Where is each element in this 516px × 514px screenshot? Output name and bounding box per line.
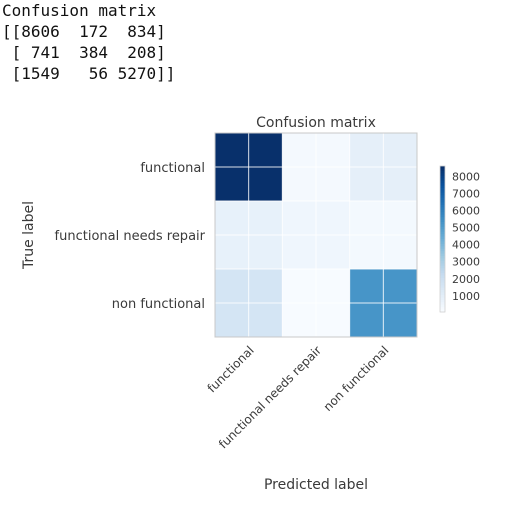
colorbar-segment xyxy=(440,226,445,230)
colorbar-segment xyxy=(440,260,445,264)
colorbar-segment xyxy=(440,290,445,294)
colorbar-segment xyxy=(440,173,445,177)
colorbar-segment xyxy=(440,234,445,238)
colorbar-segment xyxy=(440,175,445,179)
colorbar-tick-label: 1000 xyxy=(452,290,480,303)
colorbar-segment xyxy=(440,268,445,272)
colorbar: 1000 2000 3000 4000 5000 6000 7000 8000 xyxy=(439,165,480,313)
colorbar-tick-label: 4000 xyxy=(452,239,480,252)
chart-title: Confusion matrix xyxy=(256,115,376,131)
console-line-1: [[8606 172 834] xyxy=(2,22,166,41)
colorbar-segment xyxy=(440,178,445,182)
y-tick-label: functional xyxy=(140,161,205,176)
colorbar-segment xyxy=(440,251,445,255)
colorbar-segment xyxy=(440,236,445,240)
x-axis-label: Predicted label xyxy=(264,477,368,493)
colorbar-segment xyxy=(440,197,445,201)
colorbar-tick-label: 5000 xyxy=(452,222,480,235)
colorbar-segment xyxy=(440,297,445,301)
x-tick-label: non functional xyxy=(321,343,392,414)
colorbar-segment xyxy=(440,253,445,257)
colorbar-segment xyxy=(440,204,445,208)
heatmap-grid xyxy=(215,133,417,337)
colorbar-tick-label: 8000 xyxy=(452,170,480,183)
colorbar-segment xyxy=(440,280,445,284)
colorbar-segment xyxy=(440,285,445,289)
colorbar-segment xyxy=(440,214,445,218)
colorbar-segment xyxy=(440,263,445,267)
console-line-2: [ 741 384 208] xyxy=(2,43,166,62)
y-tick-label: functional needs repair xyxy=(55,229,206,244)
colorbar-segment xyxy=(440,229,445,233)
colorbar-segment xyxy=(440,258,445,262)
colorbar-segment xyxy=(440,307,445,311)
colorbar-segment xyxy=(440,270,445,274)
colorbar-segment xyxy=(440,207,445,211)
console-heading: Confusion matrix xyxy=(2,1,157,20)
colorbar-segment xyxy=(440,309,445,313)
colorbar-segment xyxy=(440,248,445,252)
colorbar-tick-label: 6000 xyxy=(452,205,480,218)
colorbar-segment xyxy=(440,190,445,194)
colorbar-segment xyxy=(440,221,445,225)
colorbar-segment xyxy=(440,212,445,216)
plot-frame xyxy=(214,132,418,338)
colorbar-segment xyxy=(440,224,445,228)
y-tick-label: non functional xyxy=(112,297,205,312)
colorbar-segment xyxy=(440,185,445,189)
colorbar-segment xyxy=(440,170,445,174)
colorbar-segment xyxy=(440,243,445,247)
colorbar-segment xyxy=(440,282,445,286)
colorbar-segment xyxy=(440,200,445,204)
colorbar-segment xyxy=(440,166,445,170)
colorbar-tick-label: 7000 xyxy=(452,187,480,200)
colorbar-segment xyxy=(440,304,445,308)
colorbar-tick-label: 3000 xyxy=(452,256,480,269)
colorbar-segment xyxy=(440,302,445,306)
colorbar-segment xyxy=(440,256,445,260)
colorbar-segment xyxy=(440,294,445,298)
colorbar-segment xyxy=(440,209,445,213)
colorbar-segment xyxy=(440,241,445,245)
colorbar-segment xyxy=(440,180,445,184)
y-axis-label: True label xyxy=(21,201,37,270)
colorbar-segment xyxy=(440,287,445,291)
colorbar-segment xyxy=(440,277,445,281)
colorbar-segment xyxy=(440,187,445,191)
colorbar-segment xyxy=(440,195,445,199)
colorbar-segment xyxy=(440,246,445,250)
colorbar-frame xyxy=(439,165,446,313)
console-output: Confusion matrix [[8606 172 834] [ 741 3… xyxy=(2,0,175,84)
colorbar-segment xyxy=(440,219,445,223)
console-line-3: [1549 56 5270]] xyxy=(2,64,176,83)
colorbar-segment xyxy=(440,192,445,196)
colorbar-segment xyxy=(440,275,445,279)
colorbar-segment xyxy=(440,265,445,269)
colorbar-tick-label: 2000 xyxy=(452,273,480,286)
colorbar-segment xyxy=(440,239,445,243)
y-tick-labels: functional functional needs repair non fun… xyxy=(55,161,206,312)
colorbar-segment xyxy=(440,183,445,187)
colorbar-segment xyxy=(440,273,445,277)
colorbar-segment xyxy=(440,217,445,221)
colorbar-segment xyxy=(440,231,445,235)
x-tick-label: functional xyxy=(205,343,257,395)
colorbar-segment xyxy=(440,168,445,172)
colorbar-segment xyxy=(440,202,445,206)
colorbar-segment xyxy=(440,299,445,303)
colorbar-segment xyxy=(440,292,445,296)
